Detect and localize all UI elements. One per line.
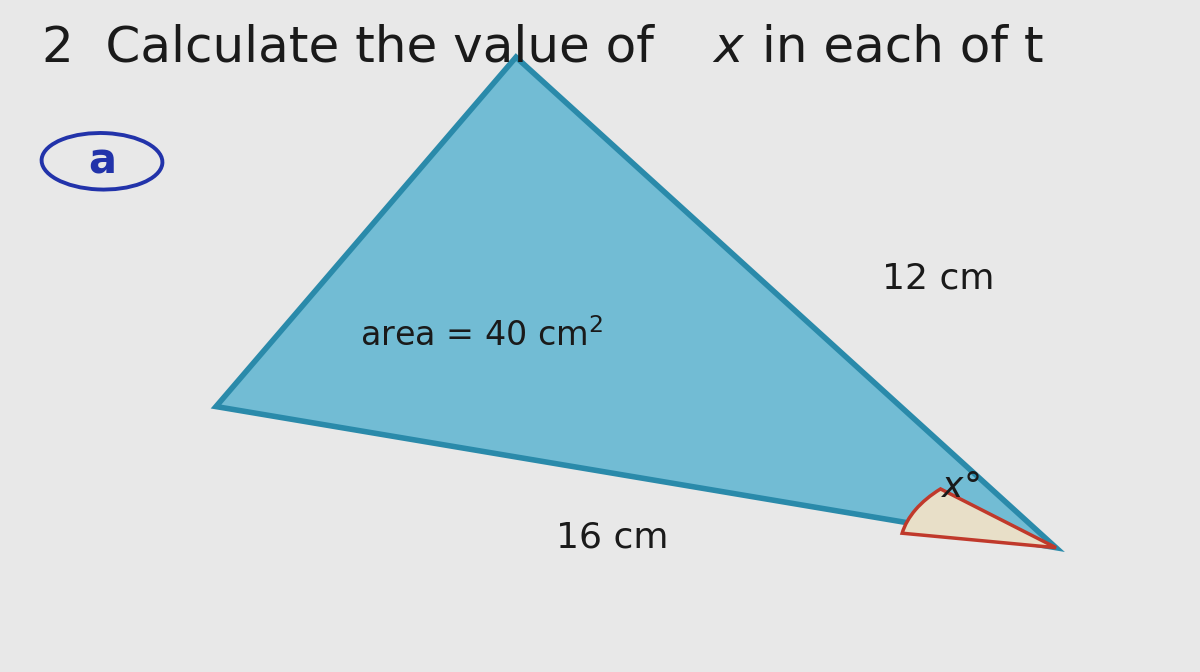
Text: 12 cm: 12 cm [882, 262, 995, 296]
Text: in each of t: in each of t [746, 24, 1044, 71]
Text: a: a [88, 140, 116, 182]
Text: 16 cm: 16 cm [556, 521, 668, 554]
Text: area = 40 cm$^2$: area = 40 cm$^2$ [360, 319, 604, 353]
Polygon shape [216, 57, 1056, 548]
Text: 2  Calculate the value of: 2 Calculate the value of [42, 24, 670, 71]
Text: $x$°: $x$° [941, 470, 979, 504]
Wedge shape [902, 489, 1056, 548]
Text: x: x [713, 24, 743, 71]
